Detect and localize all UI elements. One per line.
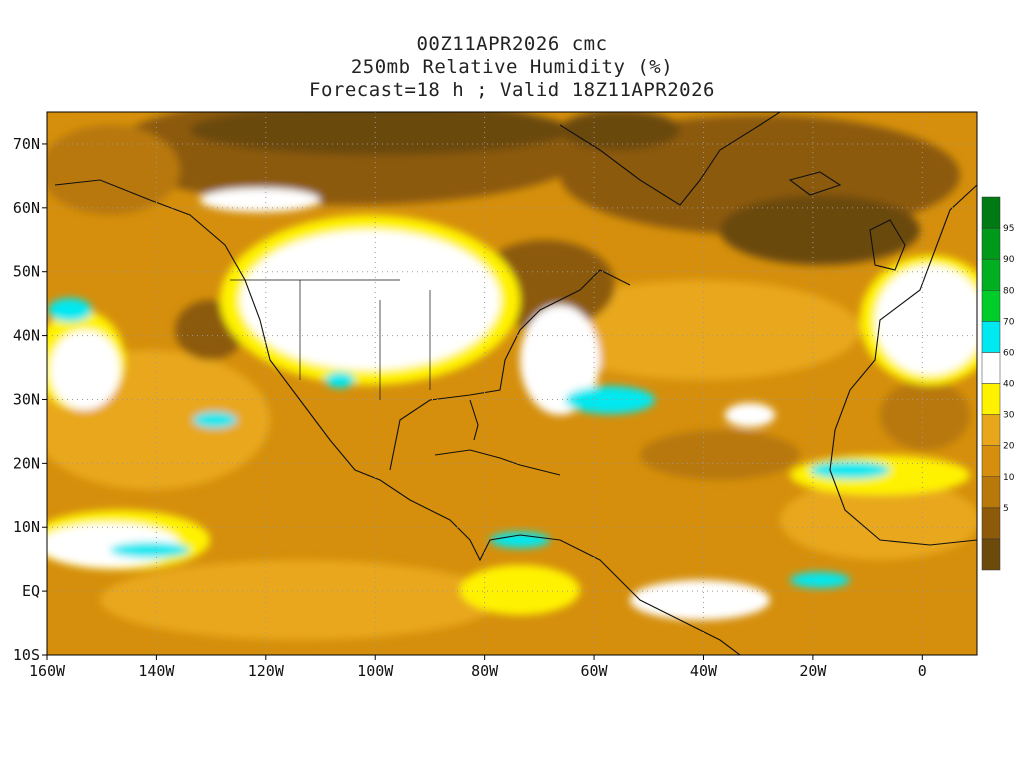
graticule xyxy=(47,112,977,655)
field-very-dry xyxy=(560,112,680,150)
field-dry xyxy=(880,380,970,450)
colorbar-label: 10 xyxy=(1003,473,1015,483)
lon-tick-label: 100W xyxy=(357,662,394,680)
colorbar-swatch xyxy=(981,414,1001,446)
colorbar-swatch xyxy=(981,383,1001,415)
title-line-3: Forecast=18 h ; Valid 18Z11APR2026 xyxy=(309,79,715,101)
colorbar-swatch xyxy=(981,476,1001,509)
colorbar-label: 70 xyxy=(1003,317,1015,327)
colorbar-swatch xyxy=(981,352,1001,384)
colorbar-label: 30 xyxy=(1003,411,1015,421)
florida xyxy=(469,399,479,441)
lat-tick-label: 40N xyxy=(13,327,40,345)
colorbar-label: 20 xyxy=(1003,442,1015,452)
state-borders xyxy=(230,279,431,400)
field-humid xyxy=(725,403,775,427)
europe-africa-coastline xyxy=(829,184,977,546)
field-very-dry xyxy=(190,112,570,155)
colorbar-label: 5 xyxy=(1003,504,1009,514)
field-band xyxy=(780,480,977,560)
colorbar-swatch xyxy=(981,507,1001,540)
field-dry xyxy=(47,125,180,215)
lat-tick-label: 50N xyxy=(13,263,40,281)
americas-coastline xyxy=(54,179,741,655)
field-wet xyxy=(193,412,237,428)
lon-tick-label: 120W xyxy=(248,662,285,680)
coastlines xyxy=(54,112,977,655)
gulf-atlantic-coastline xyxy=(389,269,631,471)
lon-tick-label: 20W xyxy=(799,662,827,680)
field-humid xyxy=(200,188,320,212)
colorbar-swatch xyxy=(981,258,1001,291)
field-wet xyxy=(490,532,550,548)
field-very-dry xyxy=(720,195,920,265)
latitude-labels: 70N 60N 50N 40N 30N 20N 10N EQ 10S xyxy=(13,135,47,664)
field-humid xyxy=(240,230,500,370)
lon-tick-label: 40W xyxy=(690,662,718,680)
colorbar-swatch xyxy=(981,445,1001,477)
field-moist xyxy=(460,565,580,615)
field-humid xyxy=(50,330,120,410)
lat-tick-label: 20N xyxy=(13,454,40,472)
greenland-coastline xyxy=(559,112,781,206)
colorbar-swatch xyxy=(981,227,1001,260)
lat-tick-label: 10N xyxy=(13,518,40,536)
field-wet xyxy=(48,298,92,322)
field-humid xyxy=(520,305,600,415)
field-band xyxy=(540,280,860,380)
lon-tick-label: 0 xyxy=(918,662,927,680)
humidity-field xyxy=(47,112,977,655)
lon-tick-label: 80W xyxy=(471,662,499,680)
colorbar-label: 80 xyxy=(1003,286,1015,296)
iceland xyxy=(788,171,842,196)
colorbar-swatch xyxy=(981,196,1001,229)
title-line-2: 250mb Relative Humidity (%) xyxy=(350,56,674,78)
longitude-labels: 160W 140W 120W 100W 80W 60W 40W 20W 0 xyxy=(29,655,927,680)
colorbar: 5 10 20 30 40 60 70 80 90 95 xyxy=(981,196,1015,571)
lon-tick-label: 140W xyxy=(138,662,175,680)
field-band xyxy=(100,560,500,640)
field-wet xyxy=(325,372,355,388)
field-wet xyxy=(565,386,655,414)
lat-tick-label: 70N xyxy=(13,135,40,153)
field-dry xyxy=(640,430,800,480)
lat-tick-label: 30N xyxy=(13,390,40,408)
field-wet xyxy=(790,572,850,588)
colorbar-label: 90 xyxy=(1003,255,1015,265)
caribbean-islands xyxy=(434,449,561,476)
field-humid xyxy=(630,580,770,620)
field-wet xyxy=(110,542,190,558)
plot-frame xyxy=(46,111,978,656)
british-isles xyxy=(869,219,906,271)
lat-tick-label: EQ xyxy=(22,582,40,600)
colorbar-swatch xyxy=(981,290,1001,322)
title-line-1: 00Z11APR2026 cmc xyxy=(416,33,608,55)
field-wet xyxy=(810,461,890,479)
lat-tick-label: 10S xyxy=(13,646,40,664)
lat-tick-label: 60N xyxy=(13,199,40,217)
colorbar-label: 95 xyxy=(1003,224,1014,234)
colorbar-swatch xyxy=(981,538,1001,571)
colorbar-label: 60 xyxy=(1003,348,1015,358)
field-humid xyxy=(875,265,977,375)
lon-tick-label: 160W xyxy=(29,662,66,680)
colorbar-swatch xyxy=(981,321,1001,353)
lon-tick-label: 60W xyxy=(581,662,609,680)
colorbar-label: 40 xyxy=(1003,380,1015,390)
